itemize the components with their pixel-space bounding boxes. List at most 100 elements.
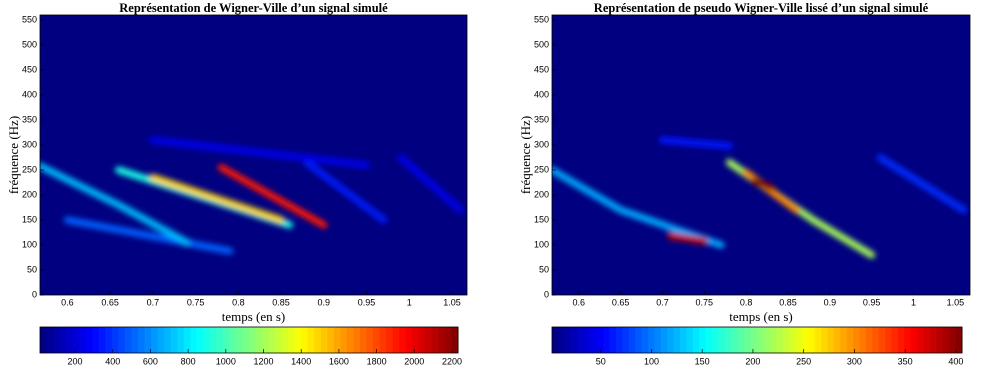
colorbar-cell — [314, 327, 322, 353]
colorbar-cell — [789, 327, 796, 353]
colorbar-cell — [833, 327, 841, 353]
x-tick-label: 1.05 — [947, 297, 965, 307]
colorbar-tick-label: 1800 — [367, 356, 387, 366]
colorbar-cell — [124, 327, 132, 353]
x-tick-label: 1.05 — [443, 297, 461, 307]
colorbar-cell — [151, 327, 159, 353]
colorbar-cell — [105, 327, 113, 353]
colorbar-cell — [92, 327, 100, 353]
colorbar-cell — [584, 327, 591, 353]
y-tick-label: 250 — [22, 164, 37, 174]
colorbar-cell — [891, 327, 899, 353]
ridge — [149, 136, 371, 169]
colorbar-frame — [551, 326, 963, 354]
colorbar-tick-label: 50 — [596, 356, 606, 366]
colorbar-cell — [731, 327, 739, 353]
ridge — [217, 164, 328, 229]
colorbar-cell — [923, 327, 931, 353]
plot-background — [552, 15, 970, 295]
x-tick-label: 0.75 — [187, 297, 205, 307]
colorbar-cell — [590, 327, 598, 353]
y-tick-label: 0 — [32, 289, 37, 299]
colorbar-tick-label: 200 — [68, 356, 83, 366]
colorbar-cell — [346, 327, 354, 353]
colorbar-cell — [558, 327, 566, 353]
colorbar-cell — [750, 327, 758, 353]
colorbar-tick-label: 2000 — [404, 356, 424, 366]
ridge — [303, 159, 388, 224]
x-tick-label: 0.6 — [573, 297, 586, 307]
colorbar-cell — [431, 327, 439, 353]
y-tick-label: 550 — [534, 14, 549, 24]
colorbar-cell — [418, 327, 426, 353]
colorbar-cell — [111, 327, 119, 353]
y-tick-label: 300 — [22, 139, 37, 149]
y-tick-label: 400 — [534, 89, 549, 99]
colorbar-cell — [379, 327, 387, 353]
colorbar-cell — [929, 327, 937, 353]
colorbar-cell — [616, 327, 623, 353]
colorbar-cell — [216, 327, 224, 353]
colorbar-cell — [596, 327, 604, 353]
x-tick-label: 0.9 — [824, 297, 837, 307]
x-axis-label: temps (en s) — [729, 309, 793, 324]
colorbar-cell — [281, 327, 289, 353]
heatmap-layer — [552, 136, 968, 259]
colorbar-cell — [53, 327, 61, 353]
colorbar-cell — [444, 327, 452, 353]
colorbar-tick-label: 2200 — [442, 356, 462, 366]
ridge — [397, 154, 465, 214]
colorbar-cell — [680, 327, 688, 353]
colorbar-cell — [177, 327, 185, 353]
y-tick-label: 300 — [534, 139, 549, 149]
colorbar-cell — [353, 327, 361, 353]
colorbar-tick-label: 100 — [644, 356, 659, 366]
colorbar-cell — [622, 327, 630, 353]
colorbar-cell — [872, 327, 880, 353]
x-tick-label: 0.85 — [272, 297, 290, 307]
colorbar-cell — [571, 327, 579, 353]
colorbar-cell — [737, 327, 745, 353]
colorbar-cell — [910, 327, 918, 353]
colorbar-tick-label: 400 — [105, 356, 120, 366]
colorbar-cell — [795, 327, 803, 353]
colorbar-tick-label: 200 — [745, 356, 760, 366]
colorbar-cell — [275, 327, 283, 353]
x-axis-label: temps (en s) — [222, 309, 286, 324]
colorbar-cell — [846, 327, 854, 353]
colorbar-cell — [692, 327, 700, 353]
colorbar-cell — [157, 327, 165, 353]
y-tick-label: 200 — [22, 189, 37, 199]
colorbar-cell — [801, 327, 809, 353]
colorbar-cell — [942, 327, 950, 353]
colorbar-cell — [79, 327, 87, 353]
colorbar-cell — [425, 327, 433, 353]
y-tick-label: 400 — [22, 89, 37, 99]
colorbar-cell — [46, 327, 54, 353]
colorbar-cell — [552, 327, 559, 353]
colorbar-cell — [164, 327, 172, 353]
colorbar-cell — [808, 327, 816, 353]
x-tick-label: 0.6 — [61, 297, 74, 307]
y-axis-label: fréquence (Hz) — [518, 116, 533, 194]
colorbar-cell — [203, 327, 211, 353]
colorbar-cell — [673, 327, 681, 353]
x-tick-label: 0.65 — [101, 297, 119, 307]
colorbar-cell — [897, 327, 905, 353]
colorbar-cell — [769, 327, 777, 353]
colorbar-cell — [654, 327, 662, 353]
ridge — [876, 154, 968, 214]
colorbar-cell — [603, 327, 611, 353]
colorbar-cell — [451, 327, 459, 353]
colorbar-cell — [648, 327, 655, 353]
colorbar-cell — [641, 327, 649, 353]
y-tick-label: 150 — [22, 214, 37, 224]
colorbar-cell — [438, 327, 446, 353]
colorbar-cell — [859, 327, 867, 353]
colorbar-cell — [327, 327, 335, 353]
colorbar-cell — [763, 327, 771, 353]
colorbar-cell — [712, 327, 720, 353]
ridge — [658, 136, 733, 150]
colorbar-cell — [307, 327, 315, 353]
colorbar-cell — [98, 327, 106, 353]
